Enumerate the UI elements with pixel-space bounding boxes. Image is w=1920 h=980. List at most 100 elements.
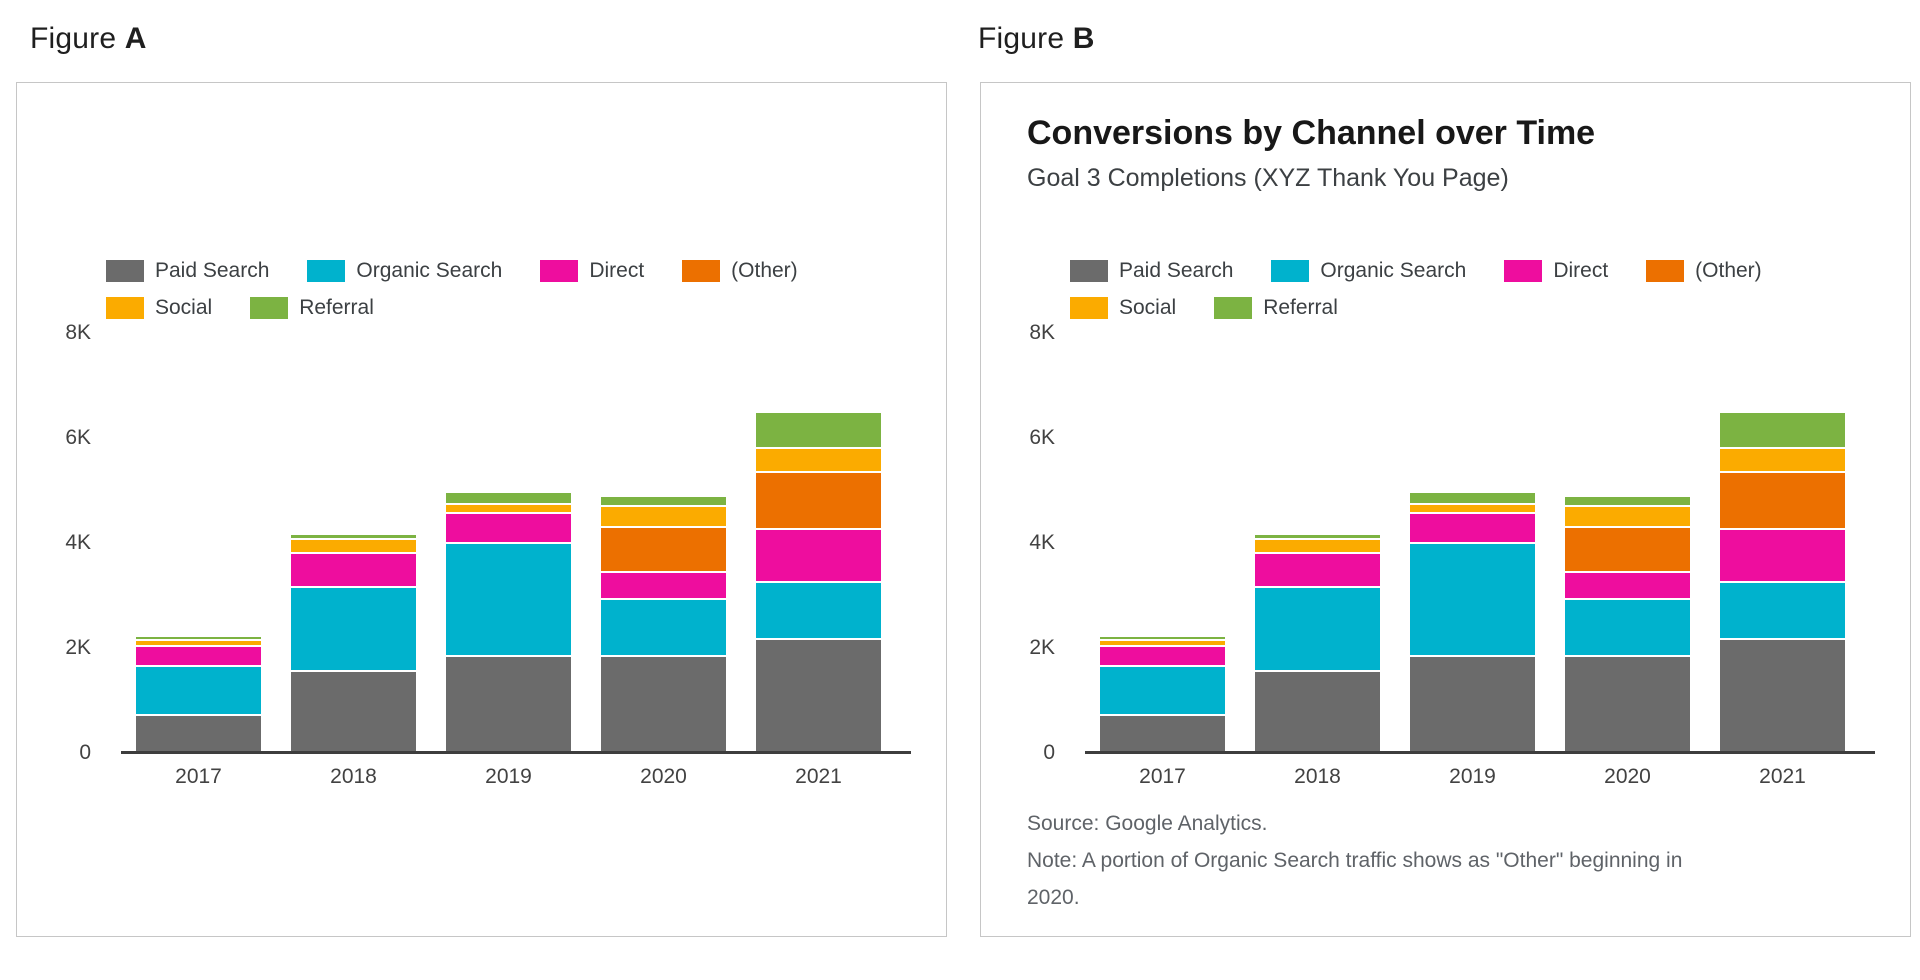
bar-segment-direct: [291, 554, 416, 588]
bar-segment-social: [1720, 449, 1845, 473]
bar-segment-direct: [1255, 554, 1380, 588]
bar-segment-other: [1720, 473, 1845, 530]
bar-segment-social: [291, 540, 416, 554]
x-tick-label: 2020: [1604, 765, 1651, 788]
bar-segment-referral: [1100, 637, 1225, 641]
bar-segment-referral: [1410, 493, 1535, 505]
legend-swatch: [682, 260, 721, 282]
bar-segment-organic-search: [756, 583, 881, 640]
legend: Paid Search Organic Search Direct (Other) So…: [106, 259, 830, 320]
legend-item-social: Social: [1070, 296, 1176, 320]
plot-area: [121, 333, 911, 753]
legend-swatch: [540, 260, 579, 282]
legend-item-referral: Referral: [1214, 296, 1338, 320]
figure-a-label-letter: A: [124, 22, 147, 55]
legend-item-direct: Direct: [540, 259, 644, 283]
bar-segment-social: [136, 641, 261, 647]
y-tick-label: 6K: [1029, 426, 1055, 449]
legend-swatch: [1646, 260, 1685, 282]
x-axis-line: [1085, 751, 1875, 754]
bar-2019: [1410, 493, 1535, 753]
bar-segment-paid-search: [291, 672, 416, 753]
bar-segment-organic-search: [446, 544, 571, 657]
figure-b-label-prefix: Figure: [978, 22, 1065, 55]
bar-2019: [446, 493, 571, 753]
x-tick-label: 2021: [1759, 765, 1806, 788]
bar-segment-organic-search: [1410, 544, 1535, 657]
bar-segment-other: [1565, 528, 1690, 573]
footnote-line-1: Note: A portion of Organic Search traffi…: [1027, 849, 1683, 872]
bar-2018: [1255, 535, 1380, 753]
bar-segment-paid-search: [136, 716, 261, 753]
figure-b-chart: Conversions by Channel over Time Goal 3 …: [981, 83, 1910, 936]
bar-segment-other: [756, 473, 881, 530]
bar-segment-paid-search: [756, 640, 881, 753]
legend-item-referral: Referral: [250, 296, 374, 320]
legend-item-paid-search: Paid Search: [106, 259, 269, 283]
y-tick-label: 8K: [1029, 321, 1055, 344]
bar-segment-paid-search: [1410, 657, 1535, 753]
bar-segment-referral: [756, 413, 881, 449]
figure-a-label-prefix: Figure: [30, 22, 117, 55]
bar-segment-social: [446, 505, 571, 514]
bar-segment-direct: [1565, 573, 1690, 600]
legend-label: Social: [155, 296, 213, 319]
bar-segment-direct: [446, 514, 571, 544]
bar-2018: [291, 535, 416, 753]
bar-segment-direct: [756, 530, 881, 583]
bar-segment-other: [601, 528, 726, 573]
bar-segment-direct: [601, 573, 726, 600]
legend-swatch: [1271, 260, 1310, 282]
legend-swatch: [307, 260, 346, 282]
legend-item-other: (Other): [682, 259, 798, 283]
y-tick-label: 2K: [1029, 636, 1055, 659]
source-note: Source: Google Analytics.: [1027, 812, 1268, 835]
x-tick-label: 2020: [640, 765, 687, 788]
legend-swatch: [1504, 260, 1543, 282]
y-tick-label: 8K: [65, 321, 91, 344]
y-tick-label: 0: [79, 741, 91, 764]
x-axis-line: [121, 751, 911, 754]
bar-segment-paid-search: [1255, 672, 1380, 753]
bar-segment-organic-search: [1100, 667, 1225, 716]
legend-label: Direct: [589, 259, 645, 282]
x-tick-label: 2017: [175, 765, 222, 788]
bar-segment-paid-search: [446, 657, 571, 753]
legend-label: Paid Search: [1119, 259, 1234, 282]
legend-item-paid-search: Paid Search: [1070, 259, 1233, 283]
bar-segment-social: [1255, 540, 1380, 554]
legend-swatch: [250, 297, 289, 319]
legend-item-other: (Other): [1646, 259, 1762, 283]
legend-swatch: [106, 260, 144, 282]
legend-label: (Other): [731, 259, 798, 282]
figure-a-chart: Paid Search Organic Search Direct (Other) So…: [17, 83, 946, 936]
bar-segment-social: [1100, 641, 1225, 647]
x-tick-label: 2021: [795, 765, 842, 788]
legend-swatch: [1214, 297, 1253, 319]
bar-segment-referral: [1565, 497, 1690, 507]
figure-b-panel: Conversions by Channel over Time Goal 3 …: [980, 82, 1911, 937]
chart-title: Conversions by Channel over Time: [1027, 114, 1596, 152]
y-tick-label: 4K: [65, 531, 91, 554]
bar-2020: [1565, 497, 1690, 753]
bar-2017: [1100, 637, 1225, 753]
legend-swatch: [1070, 260, 1108, 282]
legend-label: Referral: [299, 296, 374, 319]
y-axis-labels: 0 2K 4K 6K 8K: [1001, 83, 1055, 936]
y-tick-label: 0: [1043, 741, 1055, 764]
footnote-line-2: 2020.: [1027, 886, 1080, 909]
y-tick-label: 6K: [65, 426, 91, 449]
bar-segment-social: [601, 507, 726, 528]
chart-subtitle: Goal 3 Completions (XYZ Thank You Page): [1027, 163, 1509, 192]
y-tick-label: 2K: [65, 636, 91, 659]
bar-2020: [601, 497, 726, 753]
legend-label: Organic Search: [356, 259, 503, 282]
x-tick-label: 2017: [1139, 765, 1186, 788]
bar-segment-organic-search: [1255, 588, 1380, 672]
bar-segment-referral: [446, 493, 571, 505]
x-tick-label: 2019: [485, 765, 532, 788]
bar-2021: [1720, 413, 1845, 753]
figure-b-label: Figure B: [978, 22, 1095, 56]
bar-segment-referral: [291, 535, 416, 540]
bar-segment-organic-search: [291, 588, 416, 672]
